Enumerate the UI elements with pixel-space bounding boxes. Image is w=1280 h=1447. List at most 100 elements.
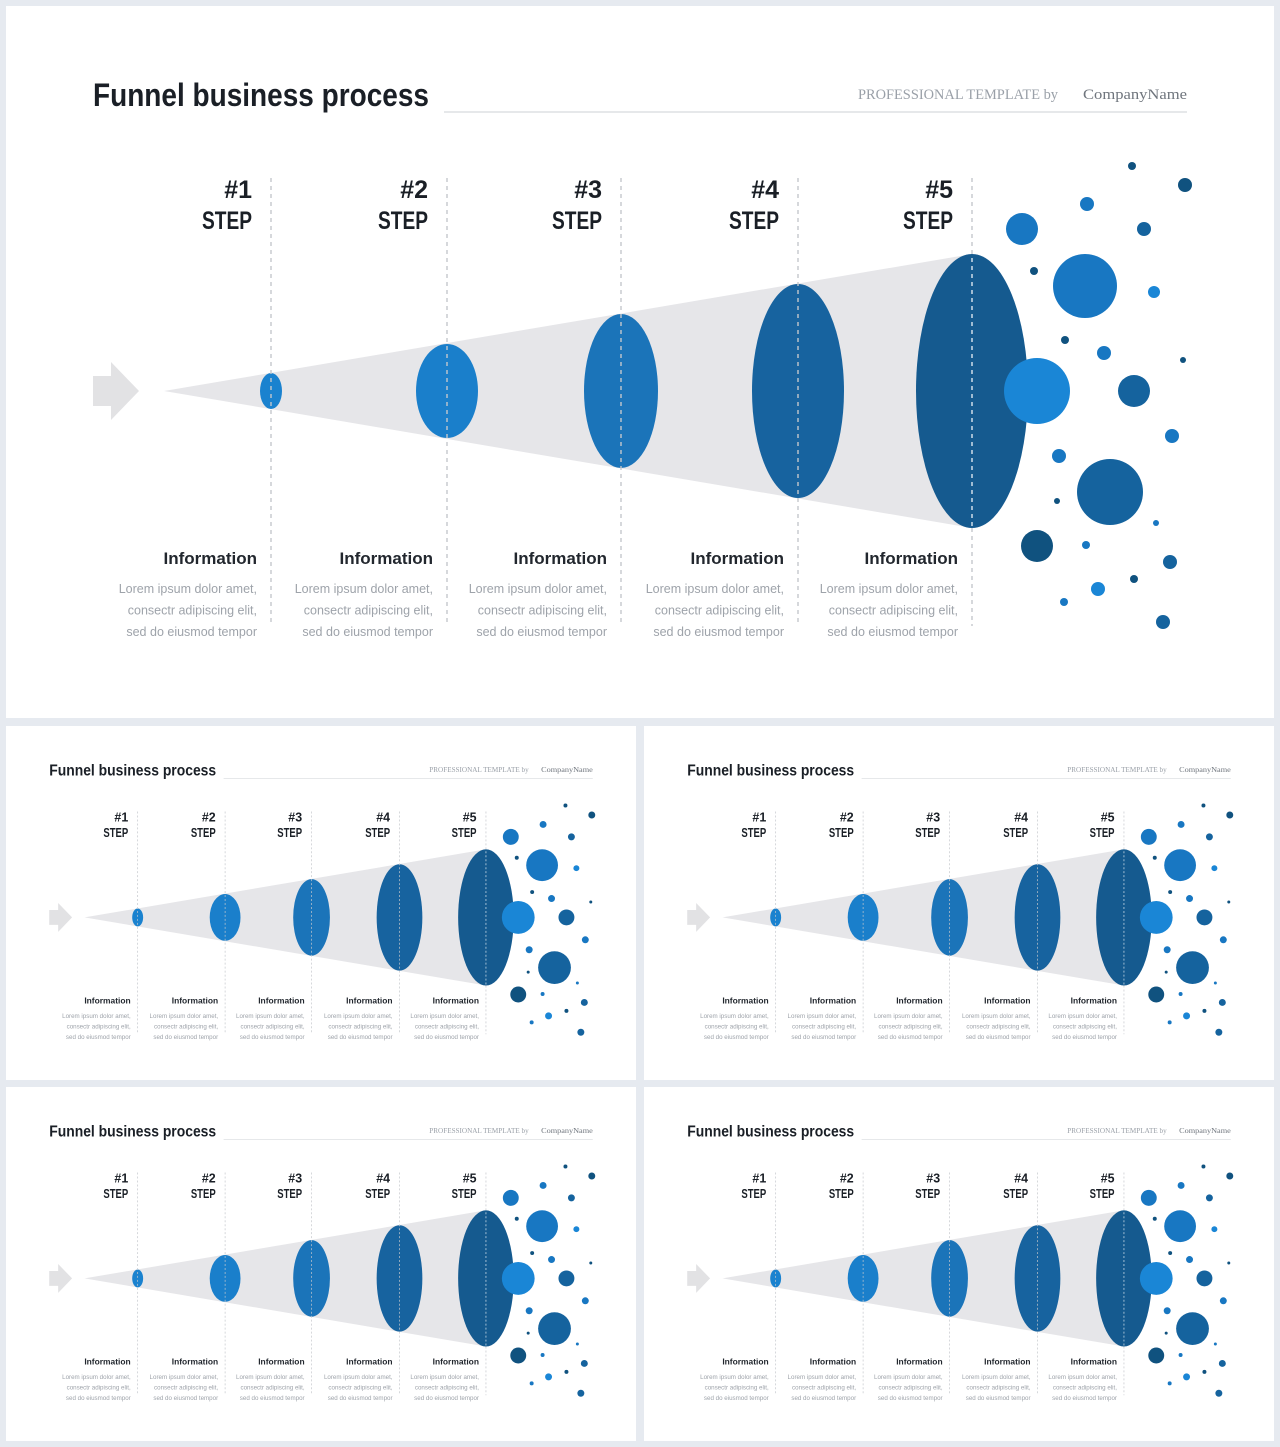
circle-dot-icon [1097, 346, 1111, 360]
step-1-number: #1 [114, 1171, 128, 1185]
step-5-label: STEP [1090, 826, 1115, 840]
step-3-info-line: sed do eiusmod tempor [240, 1395, 305, 1402]
bubble-cluster [1139, 1164, 1234, 1397]
step-3-ellipse [293, 879, 330, 956]
funnel-diagram-0: Funnel business process PROFESSIONAL TEMP… [93, 77, 1192, 639]
funnel-cone [722, 849, 1124, 986]
circle-dot-icon [539, 820, 547, 828]
step-5-info-heading: Information [433, 995, 479, 1005]
step-3-number: #3 [926, 810, 940, 824]
arrow-right-icon [49, 903, 73, 932]
step-2-number: #2 [840, 810, 854, 824]
step-4-info-line: Lorem ipsum dolor amet, [962, 1013, 1031, 1020]
step-3-number: #3 [926, 1171, 940, 1185]
step-2-number: #2 [202, 1171, 216, 1185]
step-1-info-heading: Information [84, 1356, 130, 1366]
circle-dot-icon [1201, 1164, 1206, 1169]
circle-dot-icon [589, 1261, 593, 1265]
step-1-info-line: consectr adipiscing elit, [67, 1385, 131, 1392]
circle-dot-icon [1205, 833, 1213, 841]
circle-dot-icon [540, 1352, 545, 1357]
step-5-ellipse [1096, 1210, 1152, 1347]
step-1-number: #1 [752, 1171, 766, 1185]
circle-dot-icon [558, 909, 575, 926]
step-4-ellipse [1014, 1225, 1061, 1332]
step-3-info-line: Lorem ipsum dolor amet, [236, 1374, 305, 1381]
step-1-number: #1 [224, 176, 252, 204]
step-2-label: STEP [378, 207, 428, 235]
step-2-ellipse [416, 344, 478, 438]
step-1-info-line: Lorem ipsum dolor amet, [700, 1013, 769, 1020]
circle-dot-icon [1213, 981, 1217, 985]
step-4-info-heading: Information [346, 995, 392, 1005]
step-4-number: #4 [376, 1171, 390, 1185]
circle-dot-icon [588, 1172, 596, 1180]
step-1-info-line: consectr adipiscing elit, [128, 604, 257, 618]
circle-dot-icon [502, 828, 519, 845]
step-2-info-heading: Information [340, 549, 434, 568]
step-5-label: STEP [903, 207, 953, 235]
circle-dot-icon [1082, 541, 1090, 549]
step-4-info-line: Lorem ipsum dolor amet, [962, 1374, 1031, 1381]
slide-title: Funnel business process [49, 763, 216, 780]
step-3-label: STEP [552, 207, 602, 235]
circle-dot-icon [1021, 530, 1053, 562]
step-2-number: #2 [400, 176, 428, 204]
step-5-number: #5 [463, 1171, 477, 1185]
circle-dot-icon [530, 890, 535, 895]
step-5-info-line: consectr adipiscing elit, [1053, 1024, 1117, 1031]
circle-dot-icon [510, 1347, 527, 1364]
step-1-info-line: Lorem ipsum dolor amet, [119, 582, 257, 596]
circle-dot-icon [1080, 197, 1094, 211]
step-5-number: #5 [463, 810, 477, 824]
circle-dot-icon [526, 1210, 558, 1243]
subtitle-prefix: PROFESSIONAL TEMPLATE by [429, 1126, 529, 1135]
step-4-info-line: sed do eiusmod tempor [653, 625, 784, 639]
circle-dot-icon [539, 1181, 547, 1189]
arrow-right-icon [49, 1264, 73, 1293]
step-1-ellipse [770, 1269, 782, 1288]
step-2-info-line: Lorem ipsum dolor amet, [788, 1374, 857, 1381]
step-4-ellipse [376, 1225, 423, 1332]
step-4-info-line: sed do eiusmod tempor [328, 1395, 393, 1402]
step-3-info-heading: Information [258, 1356, 304, 1366]
step-2-info-line: Lorem ipsum dolor amet, [150, 1013, 219, 1020]
circle-dot-icon [501, 1262, 535, 1295]
step-5-info-line: Lorem ipsum dolor amet, [1048, 1013, 1117, 1020]
circle-dot-icon [1006, 213, 1038, 245]
circle-dot-icon [526, 1331, 530, 1335]
circle-dot-icon [510, 986, 527, 1003]
bubble-cluster [501, 1164, 596, 1397]
circle-dot-icon [1060, 598, 1068, 606]
circle-dot-icon [1213, 1342, 1217, 1346]
step-1-number: #1 [752, 810, 766, 824]
circle-dot-icon [573, 1226, 580, 1233]
circle-dot-icon [1219, 936, 1227, 944]
step-3-info-line: consectr adipiscing elit, [878, 1024, 942, 1031]
step-1-ellipse [770, 908, 782, 927]
circle-dot-icon [1164, 1210, 1196, 1243]
step-2-info-line: consectr adipiscing elit, [154, 1024, 218, 1031]
subtitle-company: CompanyName [1179, 1126, 1231, 1135]
circle-dot-icon [558, 1270, 575, 1287]
circle-dot-icon [575, 981, 579, 985]
step-2-label: STEP [829, 826, 854, 840]
step-3-label: STEP [277, 826, 302, 840]
step-3-info-heading: Information [258, 995, 304, 1005]
circle-dot-icon [573, 865, 580, 872]
step-3-number: #3 [574, 176, 602, 204]
slide-thumb-1: Funnel business process PROFESSIONAL TEMP… [6, 726, 636, 1080]
step-2-ellipse [209, 1255, 241, 1302]
step-4-number: #4 [751, 176, 779, 204]
step-5-ellipse [1096, 849, 1152, 986]
circle-dot-icon [1077, 459, 1143, 525]
step-3-label: STEP [277, 1187, 302, 1201]
step-2-info-line: consectr adipiscing elit, [154, 1385, 218, 1392]
circle-dot-icon [1201, 803, 1206, 808]
step-3-info-line: sed do eiusmod tempor [878, 1395, 943, 1402]
circle-dot-icon [1168, 890, 1173, 895]
subtitle-company: CompanyName [1083, 87, 1187, 103]
step-4-ellipse [752, 284, 844, 498]
bubble-cluster [501, 803, 596, 1036]
step-3-number: #3 [288, 1171, 302, 1185]
